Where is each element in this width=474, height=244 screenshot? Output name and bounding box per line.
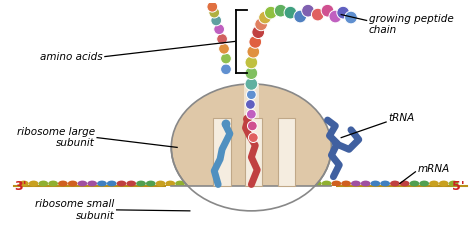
Text: mRNA: mRNA bbox=[418, 164, 450, 174]
Ellipse shape bbox=[292, 181, 302, 186]
Ellipse shape bbox=[209, 7, 219, 18]
Ellipse shape bbox=[264, 6, 277, 19]
Ellipse shape bbox=[329, 10, 342, 23]
Ellipse shape bbox=[302, 181, 312, 186]
Ellipse shape bbox=[245, 67, 258, 80]
Ellipse shape bbox=[273, 181, 283, 186]
Bar bbox=[278, 118, 295, 186]
Ellipse shape bbox=[429, 181, 439, 186]
Ellipse shape bbox=[419, 181, 429, 186]
Ellipse shape bbox=[155, 181, 165, 186]
Ellipse shape bbox=[252, 26, 264, 39]
Ellipse shape bbox=[244, 181, 253, 186]
Ellipse shape bbox=[175, 181, 185, 186]
Text: 5': 5' bbox=[452, 180, 465, 193]
Ellipse shape bbox=[220, 53, 231, 64]
Bar bbox=[166, 186, 337, 235]
Ellipse shape bbox=[211, 15, 221, 26]
Ellipse shape bbox=[107, 181, 117, 186]
Ellipse shape bbox=[253, 181, 263, 186]
Ellipse shape bbox=[337, 6, 349, 19]
Ellipse shape bbox=[38, 181, 48, 186]
Ellipse shape bbox=[221, 120, 230, 128]
Ellipse shape bbox=[48, 181, 58, 186]
Ellipse shape bbox=[29, 181, 38, 186]
Ellipse shape bbox=[274, 4, 287, 17]
Ellipse shape bbox=[390, 181, 400, 186]
Ellipse shape bbox=[207, 1, 218, 12]
Ellipse shape bbox=[247, 45, 260, 58]
Ellipse shape bbox=[259, 11, 272, 24]
Ellipse shape bbox=[246, 109, 256, 119]
Ellipse shape bbox=[146, 181, 155, 186]
Text: ribosome small
subunit: ribosome small subunit bbox=[36, 199, 115, 221]
Ellipse shape bbox=[127, 181, 136, 186]
Ellipse shape bbox=[284, 6, 297, 19]
Text: growing peptide
chain: growing peptide chain bbox=[369, 14, 453, 35]
Ellipse shape bbox=[380, 181, 390, 186]
Ellipse shape bbox=[136, 181, 146, 186]
Text: tRNA: tRNA bbox=[388, 113, 414, 123]
Ellipse shape bbox=[361, 181, 371, 186]
Ellipse shape bbox=[87, 181, 97, 186]
Ellipse shape bbox=[247, 121, 257, 131]
Ellipse shape bbox=[341, 181, 351, 186]
Ellipse shape bbox=[249, 36, 262, 48]
Ellipse shape bbox=[185, 181, 195, 186]
Ellipse shape bbox=[448, 181, 458, 186]
Ellipse shape bbox=[117, 181, 127, 186]
Ellipse shape bbox=[400, 181, 410, 186]
Ellipse shape bbox=[246, 100, 255, 109]
Ellipse shape bbox=[351, 181, 361, 186]
Ellipse shape bbox=[245, 78, 258, 90]
Ellipse shape bbox=[312, 181, 322, 186]
Text: 3': 3' bbox=[15, 180, 27, 193]
Ellipse shape bbox=[214, 24, 225, 35]
Ellipse shape bbox=[195, 181, 204, 186]
Bar bbox=[213, 118, 231, 186]
Ellipse shape bbox=[301, 4, 314, 17]
Ellipse shape bbox=[294, 10, 307, 23]
Ellipse shape bbox=[19, 181, 29, 186]
Ellipse shape bbox=[78, 181, 87, 186]
Ellipse shape bbox=[171, 84, 331, 211]
Bar bbox=[245, 118, 262, 186]
Ellipse shape bbox=[220, 64, 231, 75]
Ellipse shape bbox=[68, 181, 78, 186]
Ellipse shape bbox=[321, 4, 334, 17]
Ellipse shape bbox=[219, 43, 229, 54]
Ellipse shape bbox=[255, 18, 267, 31]
Text: ribosome large
subunit: ribosome large subunit bbox=[17, 127, 95, 148]
Ellipse shape bbox=[97, 181, 107, 186]
Ellipse shape bbox=[263, 181, 273, 186]
Text: amino acids: amino acids bbox=[40, 51, 103, 61]
Ellipse shape bbox=[204, 181, 214, 186]
Ellipse shape bbox=[410, 181, 419, 186]
Ellipse shape bbox=[322, 181, 331, 186]
Ellipse shape bbox=[234, 181, 244, 186]
Ellipse shape bbox=[243, 115, 252, 123]
Ellipse shape bbox=[439, 181, 448, 186]
Ellipse shape bbox=[345, 11, 357, 24]
Ellipse shape bbox=[245, 56, 258, 69]
Bar bbox=[244, 84, 259, 118]
Ellipse shape bbox=[58, 181, 68, 186]
Ellipse shape bbox=[283, 181, 292, 186]
Ellipse shape bbox=[217, 34, 228, 44]
Ellipse shape bbox=[371, 181, 380, 186]
Ellipse shape bbox=[224, 181, 234, 186]
Ellipse shape bbox=[214, 181, 224, 186]
Ellipse shape bbox=[188, 188, 315, 227]
Ellipse shape bbox=[165, 181, 175, 186]
Ellipse shape bbox=[331, 181, 341, 186]
Ellipse shape bbox=[311, 8, 324, 21]
Ellipse shape bbox=[248, 133, 258, 142]
Ellipse shape bbox=[246, 90, 256, 100]
